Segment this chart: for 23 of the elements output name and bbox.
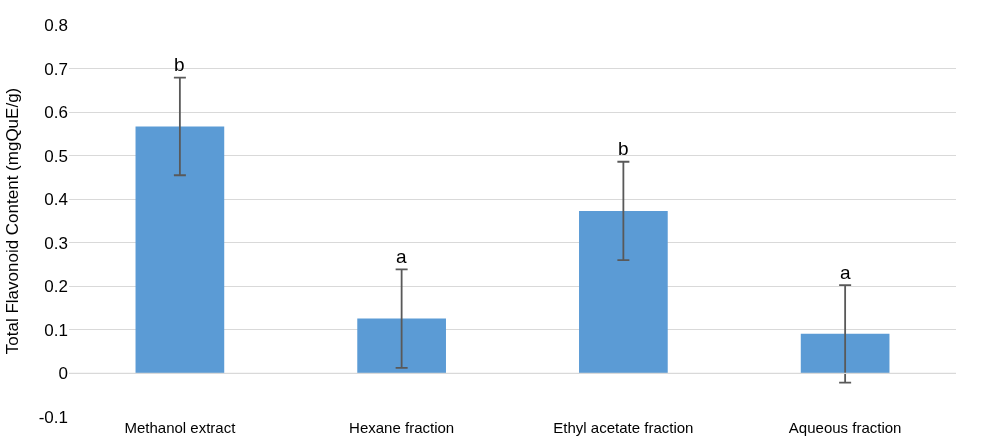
x-tick-label: Ethyl acetate fraction — [553, 419, 694, 436]
annotation: b — [618, 138, 629, 159]
y-axis-title: Total Flavonoid Content (mgQuE/g) — [3, 87, 23, 355]
y-tick-label: 0.7 — [44, 59, 68, 79]
bar — [357, 318, 446, 374]
x-tick-label: Hexane fraction — [349, 419, 455, 436]
y-tick-label: 0.2 — [44, 277, 68, 297]
bar — [800, 333, 890, 374]
y-tick-label: -0.1 — [38, 407, 68, 427]
bar — [135, 126, 225, 374]
annotation: a — [840, 262, 851, 283]
y-tick-label: 0 — [58, 364, 68, 384]
y-tick-label: 0.3 — [44, 233, 68, 253]
y-tick-label: 0.8 — [44, 15, 68, 35]
bar — [579, 210, 668, 374]
x-tick-label: Methanol extract — [124, 419, 237, 436]
y-tick-label: 0.4 — [44, 190, 68, 210]
y-tick-label: 0.6 — [44, 103, 68, 123]
y-tick-label: 0.1 — [44, 320, 68, 340]
annotation: b — [174, 54, 185, 75]
y-tick-label: 0.5 — [44, 146, 68, 166]
annotation: a — [396, 246, 407, 267]
x-tick-label: Aqueous fraction — [788, 419, 902, 436]
